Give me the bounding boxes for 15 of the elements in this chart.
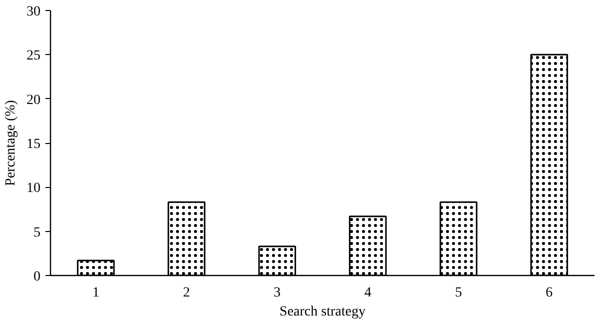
x-tick-label: 4 [364,286,372,300]
x-tick-label: 3 [274,286,281,300]
y-tick-label: 5 [34,225,40,240]
y-tick-label: 0 [34,270,40,284]
x-tick-label: 6 [546,286,553,300]
y-tick-label: 20 [26,92,40,108]
x-tick-label: 5 [455,286,462,300]
y-axis-title: Percentage (%) [4,100,18,186]
y-tick-label: 25 [26,48,40,64]
x-tick-label: 1 [92,286,100,300]
y-tick-label: 15 [26,137,40,152]
y-tick-label: 10 [26,181,40,196]
x-tick-label: 2 [183,286,190,300]
y-tick-label: 30 [26,4,40,20]
x-axis-title: Search strategy [280,304,366,320]
